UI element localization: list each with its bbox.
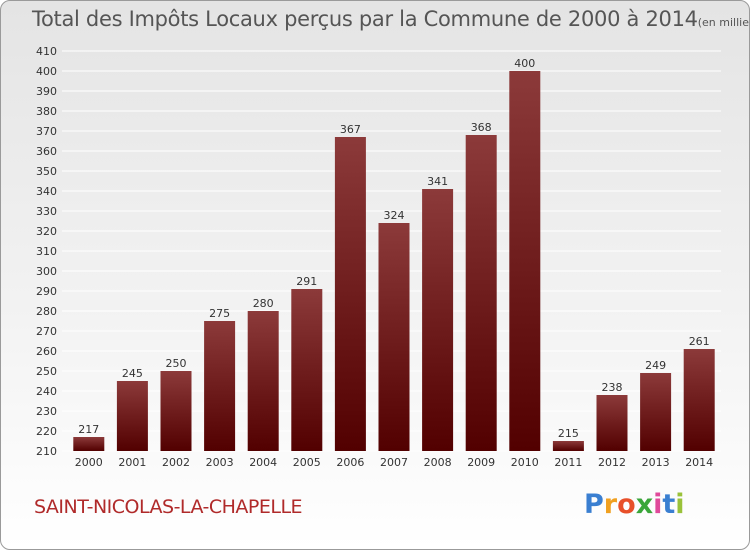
data-label-2008: 341 bbox=[427, 175, 448, 188]
x-tick-label-2009: 2009 bbox=[467, 456, 495, 469]
data-label-2006: 367 bbox=[340, 123, 361, 136]
bar-2002[interactable] bbox=[160, 371, 192, 451]
bar-2010[interactable] bbox=[509, 71, 541, 451]
y-tick-label: 350 bbox=[36, 165, 57, 178]
y-tick-label: 240 bbox=[36, 385, 57, 398]
x-tick-label-2007: 2007 bbox=[380, 456, 408, 469]
y-tick-label: 370 bbox=[36, 125, 57, 138]
x-tick-label-2003: 2003 bbox=[206, 456, 234, 469]
x-tick-label-2005: 2005 bbox=[293, 456, 321, 469]
chart-title-unit: (en milliers d'€) bbox=[697, 16, 749, 29]
y-tick-label: 280 bbox=[36, 305, 57, 318]
x-axis-ticks: 2000 2001 2002 2003 2004 2005 2006 2007 2008 2009… bbox=[75, 456, 713, 469]
y-tick-label: 410 bbox=[36, 45, 57, 58]
bar-2000[interactable] bbox=[73, 437, 105, 451]
data-label-2007: 324 bbox=[384, 209, 405, 222]
bars bbox=[73, 71, 715, 451]
y-tick-label: 300 bbox=[36, 265, 57, 278]
data-label-2013: 249 bbox=[645, 359, 666, 372]
data-label-2004: 280 bbox=[253, 297, 274, 310]
y-axis-ticks: 210 220 230 240 250 260 270 280 290 300 310 320 330 3… bbox=[36, 45, 57, 458]
logo-letter: x bbox=[635, 489, 654, 520]
data-label-2011: 215 bbox=[558, 427, 579, 440]
bar-2007[interactable] bbox=[378, 223, 410, 451]
commune-name: SAINT-NICOLAS-LA-CHAPELLE bbox=[34, 496, 303, 518]
x-tick-label-2010: 2010 bbox=[511, 456, 539, 469]
bar-2014[interactable] bbox=[683, 349, 715, 451]
chart-title-main: Total des Impôts Locaux perçus par la Co… bbox=[32, 7, 698, 31]
data-label-2009: 368 bbox=[471, 121, 492, 134]
chart-title: Total des Impôts Locaux perçus par la Co… bbox=[32, 7, 749, 31]
logo-letter: r bbox=[603, 489, 618, 520]
bar-2006[interactable] bbox=[334, 137, 366, 451]
x-tick-label-2004: 2004 bbox=[249, 456, 277, 469]
x-tick-label-2011: 2011 bbox=[554, 456, 582, 469]
y-tick-label: 210 bbox=[36, 445, 57, 458]
bar-2008[interactable] bbox=[422, 189, 454, 451]
data-label-2014: 261 bbox=[689, 335, 710, 348]
y-tick-label: 220 bbox=[36, 425, 57, 438]
logo-letter: i bbox=[653, 489, 663, 520]
data-label-2002: 250 bbox=[166, 357, 187, 370]
x-tick-label-2000: 2000 bbox=[75, 456, 103, 469]
x-tick-label-2002: 2002 bbox=[162, 456, 190, 469]
data-label-2005: 291 bbox=[296, 275, 317, 288]
logo-letter: o bbox=[617, 489, 636, 520]
data-label-2010: 400 bbox=[514, 57, 535, 70]
bar-2009[interactable] bbox=[465, 135, 497, 451]
x-tick-label-2013: 2013 bbox=[642, 456, 670, 469]
x-tick-label-2006: 2006 bbox=[336, 456, 364, 469]
y-tick-label: 260 bbox=[36, 345, 57, 358]
y-tick-label: 360 bbox=[36, 145, 57, 158]
proxiti-logo[interactable]: Proxiti bbox=[584, 489, 685, 520]
x-tick-label-2008: 2008 bbox=[424, 456, 452, 469]
y-tick-label: 340 bbox=[36, 185, 57, 198]
bar-2012[interactable] bbox=[596, 395, 628, 451]
x-tick-label-2012: 2012 bbox=[598, 456, 626, 469]
bar-2003[interactable] bbox=[204, 321, 236, 451]
logo-letter: i bbox=[675, 489, 685, 520]
data-labels: 217 245 250 275 280 291 367 324 341 368 400 215 238 2… bbox=[78, 57, 709, 440]
bar-2001[interactable] bbox=[116, 381, 148, 451]
x-tick-label-2014: 2014 bbox=[685, 456, 713, 469]
x-tick-label-2001: 2001 bbox=[118, 456, 146, 469]
y-tick-label: 230 bbox=[36, 405, 57, 418]
logo-letter: P bbox=[584, 489, 604, 520]
logo-letter: t bbox=[662, 489, 676, 520]
y-tick-label: 320 bbox=[36, 225, 57, 238]
y-tick-label: 400 bbox=[36, 65, 57, 78]
data-label-2000: 217 bbox=[78, 423, 99, 436]
bar-2005[interactable] bbox=[291, 289, 323, 451]
data-label-2003: 275 bbox=[209, 307, 230, 320]
data-label-2001: 245 bbox=[122, 367, 143, 380]
y-tick-label: 310 bbox=[36, 245, 57, 258]
y-tick-label: 330 bbox=[36, 205, 57, 218]
bar-2004[interactable] bbox=[247, 311, 279, 451]
y-tick-label: 270 bbox=[36, 325, 57, 338]
y-tick-label: 290 bbox=[36, 285, 57, 298]
data-label-2012: 238 bbox=[602, 381, 623, 394]
y-tick-label: 250 bbox=[36, 365, 57, 378]
y-tick-label: 380 bbox=[36, 105, 57, 118]
bar-2013[interactable] bbox=[640, 373, 672, 451]
y-tick-label: 390 bbox=[36, 85, 57, 98]
bar-2011[interactable] bbox=[552, 441, 584, 451]
